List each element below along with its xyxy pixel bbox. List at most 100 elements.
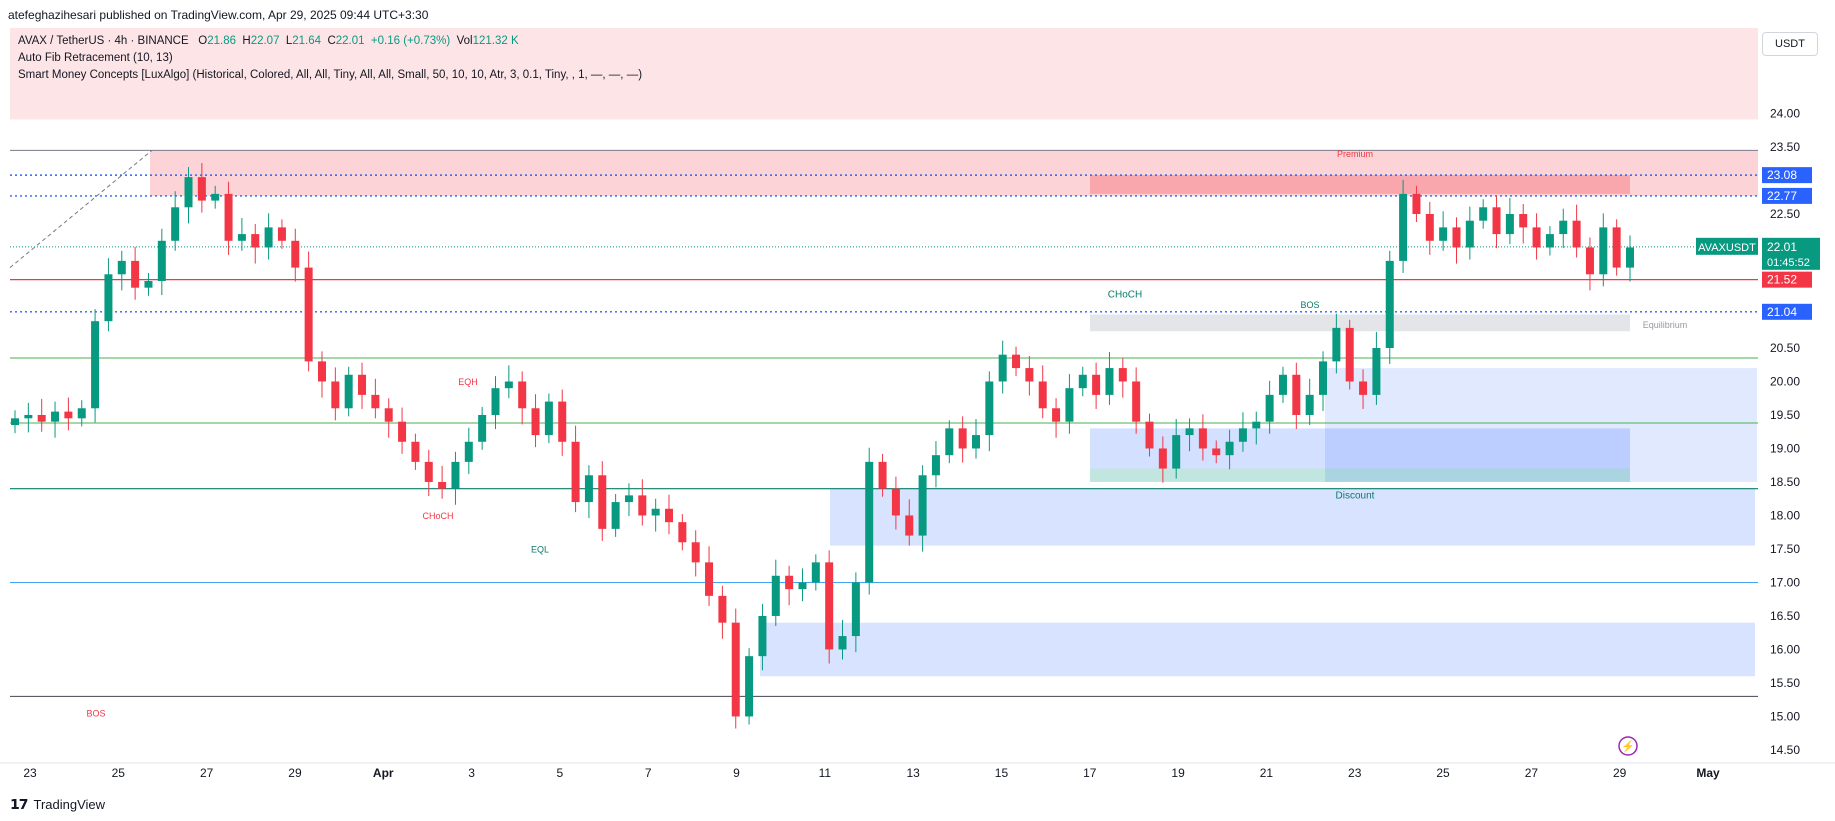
candle-body [665,508,674,523]
price-label-bg [1762,237,1820,270]
annotation-label: Premium [1337,149,1373,159]
candle-body [745,656,754,717]
candle-body [584,475,593,503]
candle-body [1559,220,1568,235]
candle-body [985,381,994,436]
candle-body [371,394,380,409]
candle-body [958,428,967,449]
candle-body [171,207,180,241]
chart-legend: AVAX / TetherUS · 4h · BINANCE O21.86 H2… [18,33,642,84]
candle-body [1172,435,1181,469]
time-axis-tick: 27 [200,766,214,780]
time-axis-tick: May [1696,766,1720,780]
price-axis-tick: 16.50 [1770,609,1800,623]
price-axis-tick: 17.00 [1770,575,1800,589]
candle-body [398,421,407,442]
demand-zone-1 [830,488,1755,546]
candle-body [77,408,86,419]
close-value: 22.01 [335,35,365,47]
candle-body [211,193,220,201]
candle-body [1345,327,1354,382]
volume-label: Vol [456,35,473,47]
candle-body [971,435,980,449]
candle-body [1532,227,1541,248]
candle-body [1198,428,1207,449]
candle-body [1078,374,1087,389]
symbol-title[interactable]: AVAX / TetherUS · 4h · BINANCE [18,35,189,47]
candle-body [1465,220,1474,248]
price-axis-tick: 22.50 [1770,207,1800,221]
fib-diagonal-line [9,149,153,268]
candle-body [478,414,487,442]
indicator-fib[interactable]: Auto Fib Retracement (10, 13) [18,52,173,64]
equilibrium-zone [1090,314,1630,332]
candle-body [464,441,473,462]
time-axis-tick: 11 [819,766,832,780]
candle-body [811,562,820,583]
time-axis-tick: 15 [995,766,1009,780]
time-axis-tick: 19 [1171,766,1185,780]
high-value: 22.07 [250,35,280,47]
open-label: O [198,35,208,47]
candle-body [1439,227,1448,241]
replay-icon [1618,736,1638,756]
currency-selector[interactable]: USDT [1762,32,1818,56]
candle-body [1038,381,1047,409]
time-axis-tick: 7 [645,766,652,780]
candle-body [931,455,940,476]
legend-premium-band [10,28,1758,120]
time-axis-tick: 25 [112,766,126,780]
candle-body [51,411,60,422]
candle-body [1012,354,1021,369]
candle-body [304,267,313,362]
candle-body [1612,227,1621,268]
price-axis-tick: 19.50 [1770,408,1800,422]
price-axis-tick: 18.50 [1770,475,1800,489]
candle-body [1185,428,1194,436]
time-axis-tick: 23 [23,766,37,780]
candle-body [544,401,553,436]
candle-body [1505,213,1514,235]
price-label-value: 21.52 [1767,273,1797,287]
demand-zone-2 [760,622,1755,677]
annotation-label: BOS [86,708,105,718]
candle-body [504,381,513,389]
candle-body [37,414,46,422]
candle-body [358,374,367,395]
candle-body [104,274,113,322]
annotation-label: BOS [1300,300,1319,310]
candle-body [1599,227,1608,275]
candle-body [825,562,834,650]
candle-body [558,401,567,442]
discount-zone [1090,468,1630,482]
time-axis-tick: 29 [288,766,302,780]
price-label-value: 22.01 [1767,240,1797,254]
candle-body [451,461,460,489]
candle-body [905,515,914,536]
candle-body [224,193,233,241]
price-label-bg [1762,167,1812,184]
candle-body [1585,247,1594,275]
indicator-smc[interactable]: Smart Money Concepts [LuxAlgo] (Historic… [18,69,643,81]
candle-body [758,615,767,657]
discount-ob-zone-2 [1090,428,1630,469]
price-axis-tick: 19.00 [1770,441,1800,455]
price-label-value: 23.08 [1767,168,1797,182]
price-axis-tick: 20.00 [1770,374,1800,388]
premium-ob-zone [1090,175,1630,194]
candle-body [878,461,887,489]
candle-body [157,240,166,281]
price-chart[interactable]: Premium CHoCH BOS Equilibrium Discount EQH EQL… [0,24,1835,794]
candle-body [678,522,687,543]
candle-body [1305,394,1314,415]
candle-body [945,428,954,456]
candle-body [638,495,647,516]
candle-body [1479,207,1488,221]
candle-body [611,502,620,529]
candle-body [1452,227,1461,248]
candle-body [771,575,780,616]
replay-icon-glyph: ⚡ [1621,740,1635,753]
candle-body [1065,388,1074,422]
candle-body [851,582,860,637]
price-axis-bg [1758,24,1835,794]
